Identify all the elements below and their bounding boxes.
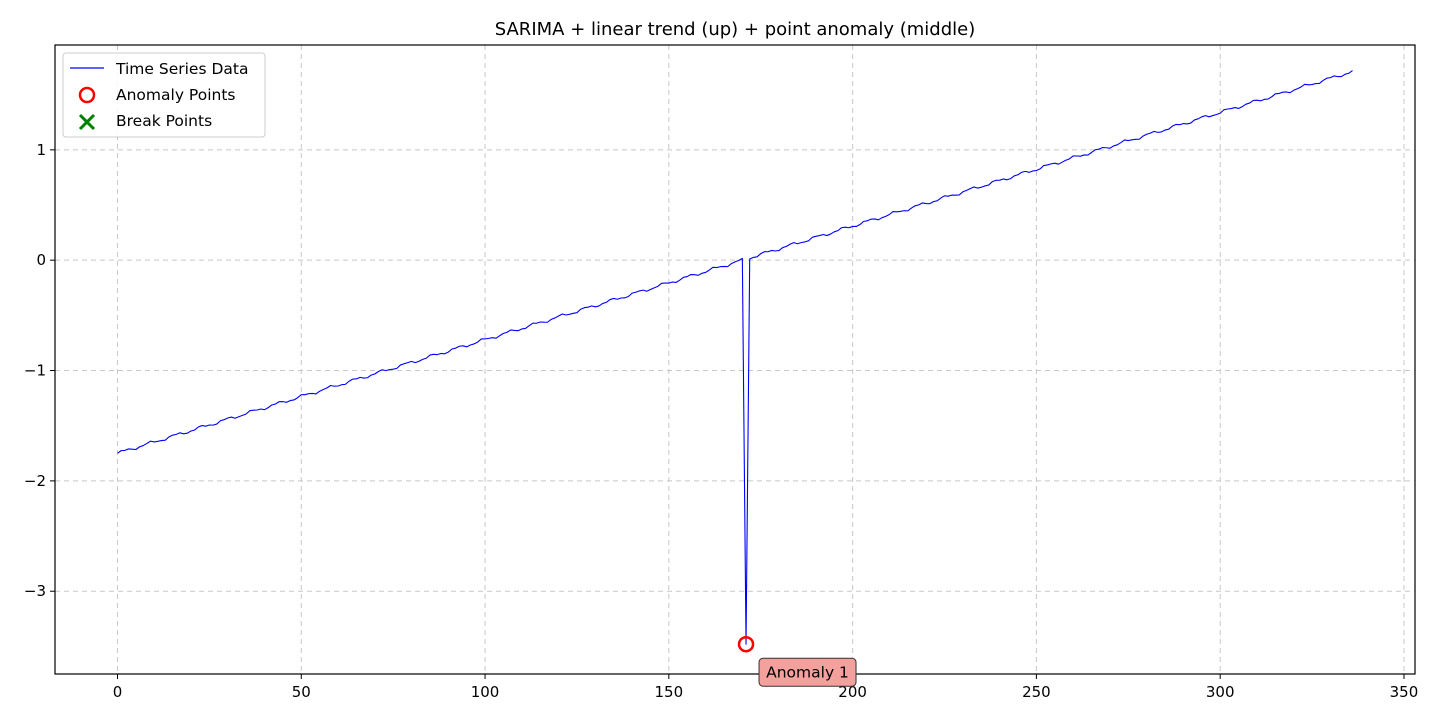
x-tick-label: 350 <box>1390 683 1419 701</box>
axes-frame <box>54 44 1416 675</box>
x-tick-label: 100 <box>471 683 500 701</box>
y-tick-label: 0 <box>36 251 46 269</box>
y-tick-label: 1 <box>36 141 46 159</box>
y-tick-label: −2 <box>24 472 46 490</box>
legend-circle-swatch <box>78 86 96 104</box>
anomaly-point-marker <box>737 635 755 653</box>
x-tick-label: 300 <box>1206 683 1235 701</box>
legend-x-swatch <box>78 113 96 131</box>
x-tick-label: 200 <box>838 683 867 701</box>
annotations: Anomaly 1 <box>758 657 857 687</box>
x-tick-label: 50 <box>292 683 311 701</box>
legend-label-time-series: Time Series Data <box>115 60 248 78</box>
annotation-box <box>758 657 857 687</box>
legend: Time Series Data Anomaly Points Break Po… <box>62 52 266 138</box>
x-tick-label: 150 <box>655 683 684 701</box>
legend-label-break-points: Break Points <box>116 112 212 130</box>
annotation-label: Anomaly 1 <box>766 664 849 682</box>
grid-lines <box>55 45 1415 674</box>
legend-box <box>62 52 266 138</box>
legend-label-anomaly-points: Anomaly Points <box>116 86 235 104</box>
plot-data <box>117 70 1353 653</box>
x-tick-label: 0 <box>113 683 123 701</box>
x-tick-label: 250 <box>1022 683 1051 701</box>
y-tick-label: −3 <box>24 582 46 600</box>
chart-title: SARIMA + linear trend (up) + point anoma… <box>495 19 976 40</box>
time-series-line <box>117 70 1353 645</box>
y-tick-label: −1 <box>24 362 46 380</box>
